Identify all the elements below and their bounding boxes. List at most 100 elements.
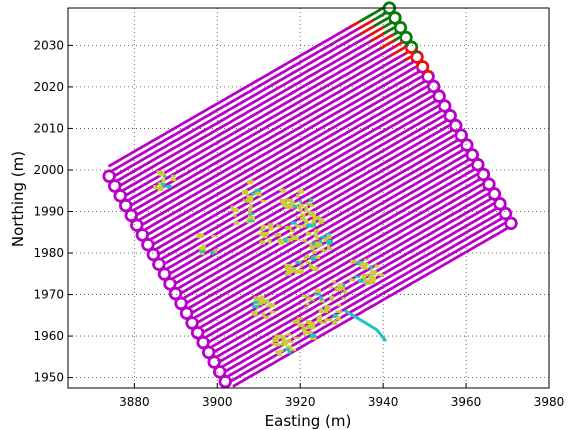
yellow-patch bbox=[298, 206, 302, 210]
yellow-patch bbox=[311, 218, 317, 223]
yellow-patch bbox=[324, 319, 330, 322]
track-segment bbox=[124, 53, 408, 223]
yellow-patch bbox=[285, 226, 292, 230]
yellow-patch bbox=[342, 283, 346, 288]
yellow-patch bbox=[302, 239, 307, 242]
yellow-patch bbox=[354, 275, 361, 278]
yellow-patch bbox=[295, 215, 300, 218]
yellow-patch bbox=[313, 232, 318, 237]
yellow-patch bbox=[319, 321, 327, 324]
yellow-patch bbox=[299, 264, 304, 267]
plot-frame bbox=[67, 7, 550, 389]
yellow-patch bbox=[160, 182, 166, 187]
yellow-patch bbox=[233, 221, 239, 225]
yellow-patch bbox=[365, 279, 370, 283]
yellow-patch bbox=[300, 216, 305, 221]
yellow-patch bbox=[361, 267, 369, 270]
yellow-patch bbox=[326, 242, 331, 246]
yellow-patch bbox=[298, 200, 302, 203]
yellow-patch bbox=[337, 304, 342, 307]
yellow-patch bbox=[249, 204, 253, 209]
yellow-patch bbox=[319, 296, 324, 300]
yellow-patch bbox=[324, 306, 331, 312]
yellow-patch bbox=[283, 237, 290, 243]
track-segment bbox=[113, 38, 385, 203]
yellow-patch bbox=[297, 269, 304, 274]
yellow-patch bbox=[350, 259, 357, 264]
yellow-patch bbox=[287, 338, 292, 341]
yellow-patch bbox=[331, 280, 336, 284]
yellow-patch bbox=[302, 224, 306, 228]
track-segment bbox=[423, 69, 435, 76]
yellow-patch bbox=[304, 218, 309, 223]
yellow-patch bbox=[311, 242, 316, 246]
track-segment bbox=[390, 43, 408, 57]
yellow-patch bbox=[200, 252, 205, 256]
track-segment bbox=[367, 26, 384, 38]
yellow-patch bbox=[296, 194, 300, 198]
yellow-patch bbox=[274, 334, 280, 339]
yellow-patch bbox=[287, 349, 292, 354]
yellow-patch bbox=[250, 180, 254, 184]
yellow-patch bbox=[275, 350, 282, 355]
yellow-patch bbox=[265, 304, 273, 308]
yellow-patch bbox=[303, 256, 311, 259]
yellow-patch bbox=[304, 206, 308, 212]
y-tick-label: 1980 bbox=[33, 246, 64, 260]
yellow-patch bbox=[294, 269, 298, 275]
yellow-patch bbox=[290, 267, 297, 272]
y-tick-label: 1950 bbox=[33, 371, 64, 385]
yellow-patch bbox=[304, 306, 308, 309]
yellow-patch bbox=[329, 286, 334, 289]
yellow-patch bbox=[307, 296, 311, 301]
yellow-patch bbox=[166, 184, 172, 189]
yellow-patch bbox=[313, 216, 318, 219]
track-segment bbox=[415, 60, 430, 73]
yellow-patch bbox=[297, 324, 302, 327]
yellow-patch bbox=[280, 341, 288, 346]
yellow-patch bbox=[305, 320, 312, 325]
yellow-patch bbox=[269, 310, 276, 314]
yellow-patch bbox=[328, 318, 333, 321]
yellow-patch bbox=[326, 239, 333, 244]
yellow-patch bbox=[271, 342, 277, 345]
yellow-patch bbox=[268, 223, 274, 229]
track-segment bbox=[102, 27, 363, 183]
y-tick-label: 2010 bbox=[33, 121, 64, 135]
yellow-patch bbox=[157, 188, 164, 192]
yellow-patch bbox=[359, 262, 366, 268]
y-axis-label: Northing (m) bbox=[9, 151, 27, 247]
yellow-patch bbox=[232, 207, 239, 213]
yellow-patch bbox=[278, 239, 284, 245]
yellow-patch bbox=[290, 221, 297, 225]
yellow-patch bbox=[285, 271, 292, 276]
yellow-patch bbox=[230, 205, 234, 210]
yellow-patch bbox=[321, 310, 328, 314]
yellow-patch bbox=[319, 239, 323, 244]
yellow-patch bbox=[356, 260, 364, 266]
track-segment bbox=[135, 68, 428, 242]
yellow-patch bbox=[306, 223, 313, 228]
yellow-patches bbox=[153, 170, 384, 357]
yellow-patch bbox=[335, 310, 343, 313]
yellow-patch bbox=[319, 298, 325, 303]
x-tick-label: 3960 bbox=[451, 395, 482, 409]
yellow-patch bbox=[318, 308, 323, 313]
y-tick-label: 1990 bbox=[33, 204, 64, 218]
yellow-patch bbox=[369, 265, 373, 270]
track-segment bbox=[392, 40, 404, 49]
yellow-patch bbox=[251, 311, 258, 316]
yellow-patch bbox=[335, 287, 342, 292]
yellow-patch bbox=[309, 243, 315, 248]
yellow-patch bbox=[295, 260, 302, 264]
yellow-patch bbox=[285, 198, 291, 202]
yellow-patch bbox=[310, 245, 315, 251]
survey-track bbox=[102, 1, 518, 389]
yellow-patch bbox=[258, 299, 266, 304]
yellow-patch bbox=[157, 182, 163, 186]
cyan-track bbox=[344, 309, 387, 342]
yellow-patch bbox=[327, 247, 333, 251]
yellow-patch bbox=[259, 240, 266, 245]
yellow-patch bbox=[262, 233, 268, 239]
yellow-patch bbox=[248, 208, 253, 213]
